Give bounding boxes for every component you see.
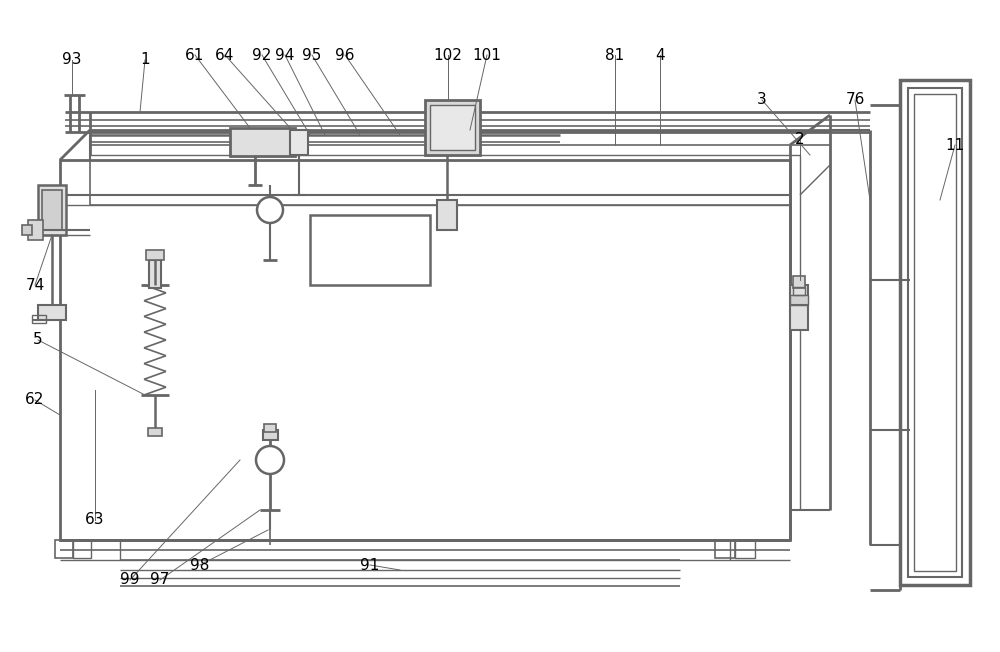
Bar [715, 540, 735, 558]
Bar [310, 215, 430, 285]
Bar [42, 190, 62, 230]
Bar [900, 80, 970, 585]
Bar [263, 430, 278, 440]
Bar [793, 287, 805, 295]
Text: 102: 102 [434, 48, 462, 63]
Bar [38, 305, 66, 320]
Bar [914, 94, 956, 571]
Bar [55, 540, 73, 558]
Bar [425, 100, 480, 155]
Bar [437, 200, 457, 230]
Bar [790, 285, 808, 330]
Bar [22, 225, 32, 235]
Text: 64: 64 [215, 48, 235, 63]
Bar [230, 128, 295, 156]
Bar [60, 160, 790, 540]
Text: 61: 61 [185, 48, 205, 63]
Text: 81: 81 [605, 48, 625, 63]
Bar [908, 88, 962, 577]
Text: 63: 63 [85, 512, 105, 527]
Bar [793, 276, 805, 288]
Bar [38, 185, 66, 235]
Bar [149, 260, 161, 288]
Text: 74: 74 [25, 278, 45, 293]
Bar [430, 105, 475, 150]
Text: 95: 95 [302, 48, 322, 63]
Text: 2: 2 [795, 132, 805, 147]
Text: 92: 92 [252, 48, 272, 63]
Text: 101: 101 [473, 48, 501, 63]
Circle shape [256, 446, 284, 474]
Bar [790, 295, 808, 305]
Text: 4: 4 [655, 48, 665, 63]
Text: 62: 62 [25, 393, 45, 408]
Bar [264, 424, 276, 432]
Circle shape [257, 197, 283, 223]
Text: 98: 98 [190, 557, 210, 572]
Text: 96: 96 [335, 48, 355, 63]
Text: 93: 93 [62, 53, 82, 68]
Text: 76: 76 [845, 93, 865, 108]
Bar [73, 540, 91, 558]
Text: 1: 1 [140, 53, 150, 68]
Text: 94: 94 [275, 48, 295, 63]
Text: 91: 91 [360, 557, 380, 572]
Bar [148, 428, 162, 436]
Text: 97: 97 [150, 572, 170, 587]
Text: 3: 3 [757, 93, 767, 108]
Text: 5: 5 [33, 333, 43, 348]
Bar [28, 220, 43, 240]
Bar [146, 250, 164, 260]
Bar [735, 540, 755, 558]
Bar [290, 130, 308, 155]
Text: 99: 99 [120, 572, 140, 587]
Bar [32, 315, 46, 323]
Text: 11: 11 [945, 138, 965, 153]
